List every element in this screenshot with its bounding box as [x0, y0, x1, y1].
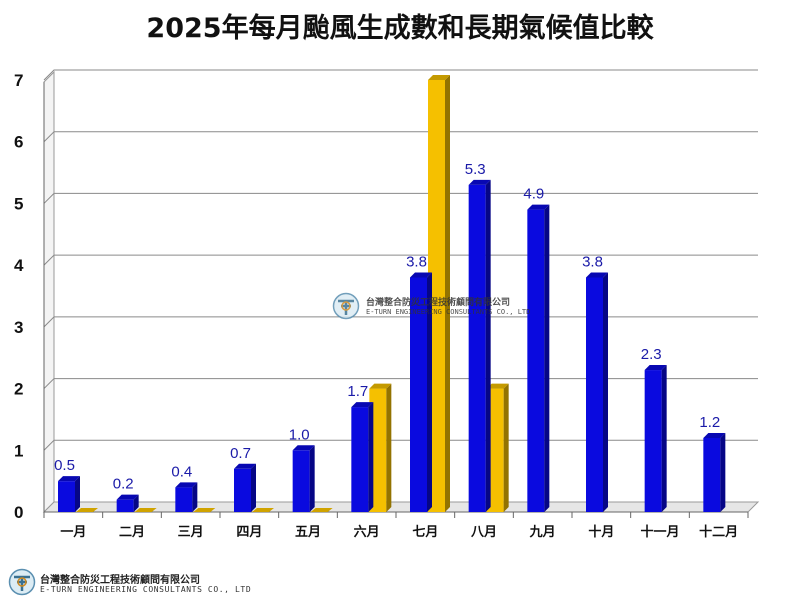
bar-2025-6	[410, 272, 432, 512]
gridline-5	[43, 192, 758, 204]
bar-climate-5	[369, 383, 392, 512]
gridline-7	[43, 69, 758, 81]
x-tick-label: 六月	[354, 524, 380, 540]
gridline-4	[43, 254, 758, 266]
chart-bars	[58, 75, 726, 512]
bar-2025-8	[527, 204, 550, 512]
bar-climate-2	[193, 508, 216, 512]
gridline-1	[43, 439, 758, 451]
data-label-1: 0.2	[113, 476, 134, 493]
x-tick-label: 十月	[588, 524, 614, 540]
bar-2025-3	[234, 463, 256, 512]
data-label-3: 0.7	[230, 445, 251, 462]
chart-data-labels: 0.5 0.2 0.4 0.7 1.0 1.7 3.8 5.3 4.9 3.8 2.3 1.2	[54, 161, 720, 493]
data-label-7: 5.3	[465, 161, 486, 178]
data-label-9: 3.8	[582, 253, 603, 270]
y-tick-label-7: 7	[14, 71, 23, 90]
bar-2025-7	[468, 179, 491, 512]
gridline-6	[43, 131, 758, 143]
y-tick-label-2: 2	[14, 380, 23, 399]
bar-2025-10	[644, 365, 667, 512]
bar-2025-4	[292, 445, 315, 512]
company-logo-icon	[8, 568, 36, 596]
chart-grid	[42, 69, 760, 514]
x-tick-label: 三月	[178, 525, 204, 540]
data-label-8: 4.9	[523, 186, 544, 203]
x-tick-label: 十一月	[640, 524, 679, 540]
chart-axes: 0 1 2 3 4 5 6 7 一月 二月 三月 四月 五月 六月 七月 八月 九月 十月 十一月 十二月	[14, 71, 749, 540]
company-logo-icon	[332, 292, 360, 320]
footer-company-name-cn: 台灣整合防災工程技術顧問有限公司	[40, 575, 200, 586]
data-label-6: 3.8	[406, 253, 427, 270]
data-label-10: 2.3	[641, 346, 662, 363]
watermark-company-name-en: E-TURN ENGINEERING CONSULTANTS CO., LTD	[366, 308, 531, 316]
x-tick-label: 五月	[295, 525, 321, 540]
y-tick-label-4: 4	[14, 256, 24, 275]
x-tick-label: 八月	[470, 525, 497, 540]
y-tick-label-6: 6	[14, 133, 23, 152]
data-label-11: 1.2	[699, 414, 720, 431]
bar-climate-1	[134, 508, 157, 512]
chart-title: 2025年每月颱風生成數和長期氣候值比較	[146, 13, 654, 44]
bar-climate-3	[252, 508, 274, 512]
left-wall	[43, 70, 55, 514]
bar-climate-4	[310, 508, 333, 512]
footer-company-name-en: E-TURN ENGINEERING CONSULTANTS CO., LTD	[40, 585, 252, 594]
data-label-2: 0.4	[171, 463, 192, 480]
bar-2025-1	[116, 494, 139, 512]
bar-climate-6	[428, 75, 450, 512]
bar-2025-9	[586, 272, 608, 512]
gridline-2	[43, 378, 758, 389]
x-tick-label: 四月	[236, 525, 262, 540]
x-tick-label: 七月	[412, 525, 438, 540]
gridline-3	[43, 316, 758, 328]
data-label-0: 0.5	[54, 457, 75, 474]
footer-logo: 台灣整合防災工程技術顧問有限公司 E-TURN ENGINEERING CONS…	[8, 568, 308, 598]
bar-2025-2	[175, 482, 198, 512]
x-tick-label: 九月	[529, 525, 556, 540]
watermark-company-name-cn: 台灣整合防災工程技術顧問有限公司	[366, 298, 511, 308]
y-tick-label-5: 5	[14, 194, 23, 213]
y-tick-label-3: 3	[14, 318, 23, 337]
x-tick-label: 一月	[60, 525, 86, 540]
watermark-logo: 台灣整合防災工程技術顧問有限公司 E-TURN ENGINEERING CONS…	[332, 292, 542, 322]
data-label-5: 1.7	[347, 383, 368, 400]
bar-2025-0	[58, 476, 80, 512]
bar-climate-0	[76, 508, 98, 512]
y-tick-label-0: 0	[14, 503, 23, 522]
y-tick-label-1: 1	[14, 441, 23, 460]
bar-2025-5	[351, 402, 374, 512]
x-tick-label: 二月	[119, 525, 145, 540]
bar-climate-7	[486, 383, 509, 512]
x-tick-label: 十二月	[699, 524, 738, 540]
bar-2025-11	[703, 432, 726, 512]
data-label-4: 1.0	[289, 426, 310, 443]
